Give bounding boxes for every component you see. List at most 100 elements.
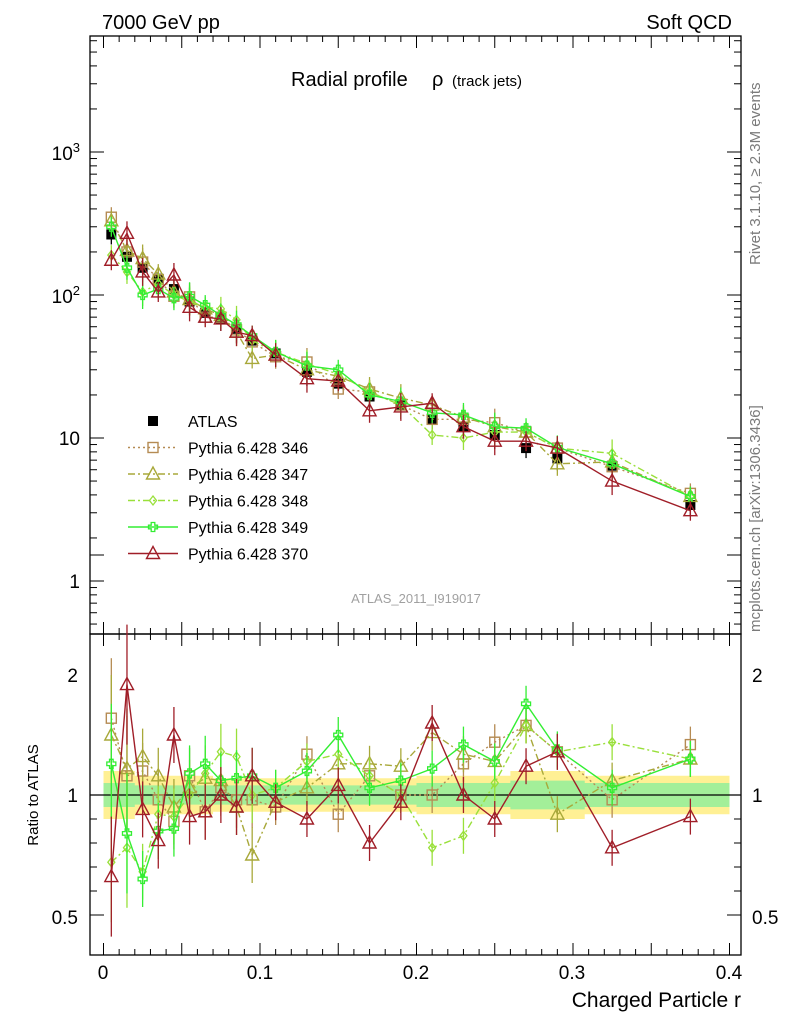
ratio-point — [364, 782, 375, 793]
data-point — [137, 289, 148, 301]
legend-marker — [145, 465, 161, 480]
data-point — [685, 491, 696, 502]
ratio-point — [228, 798, 245, 813]
analysis-label: ATLAS_2011_I919017 — [351, 591, 481, 606]
legend-label: ATLAS — [188, 414, 238, 431]
data-point — [455, 418, 472, 433]
data-point — [168, 293, 180, 304]
ratio-point — [682, 808, 699, 823]
ratio-line — [110, 702, 691, 882]
ratio-point — [299, 810, 315, 825]
ratio-point — [270, 782, 281, 793]
data-point — [244, 327, 260, 342]
ratio-point — [426, 763, 438, 774]
data-point — [606, 458, 618, 469]
ratio-point — [489, 756, 500, 767]
ratio-point — [106, 758, 117, 769]
legend-label: Pythia 6.428 349 — [188, 520, 308, 537]
data-point — [549, 439, 566, 454]
ratio-tick-2: 2 — [67, 666, 78, 687]
legend-label: Pythia 6.428 348 — [188, 494, 308, 511]
ratio-series-layer — [103, 624, 699, 937]
ratio-point — [134, 800, 151, 816]
ratio-point — [333, 729, 344, 741]
data-point — [244, 349, 260, 365]
data-point — [150, 283, 166, 298]
ratio-point — [137, 873, 148, 885]
ratio-point — [395, 775, 407, 786]
ratio-point — [606, 782, 618, 793]
ratio-point — [459, 830, 468, 842]
ratio-point — [166, 726, 182, 741]
ratio-point — [393, 793, 409, 808]
main-plot: Radial profile ρ (track jets) ATLAS_2011… — [52, 35, 742, 635]
x-tick-0.3: 0.3 — [559, 963, 585, 984]
legend-marker — [148, 416, 158, 426]
ratio-point — [197, 803, 213, 818]
ratio-y-label: Ratio to ATLAS — [25, 744, 42, 845]
ratio-tick-1-right: 1 — [752, 786, 763, 807]
legend: ATLAS Pythia 6.428 346 Pythia 6.428 347 Pyt… — [128, 414, 308, 564]
ratio-point — [490, 777, 500, 789]
series-line-4 — [110, 226, 691, 498]
legend-label: Pythia 6.428 347 — [188, 467, 308, 484]
main-y-ticks — [90, 36, 741, 634]
ratio-point — [150, 832, 166, 847]
x-tick-0.4: 0.4 — [716, 963, 743, 984]
legend-entry-2: Pythia 6.428 347 — [128, 465, 308, 484]
data-point — [228, 323, 245, 338]
main-subtitle: (track jets) — [452, 73, 522, 90]
main-title-symbol: ρ — [432, 69, 443, 91]
ratio-point — [455, 786, 472, 801]
ratio-line — [110, 724, 691, 857]
ratio-point — [521, 719, 531, 731]
data-point — [458, 409, 469, 421]
ratio-point — [549, 805, 566, 820]
ratio-point — [487, 810, 503, 825]
ratio-point — [301, 765, 313, 777]
legend-entry-4: Pythia 6.428 349 — [128, 520, 308, 537]
ratio-point — [333, 748, 343, 760]
ratio-point — [244, 846, 260, 861]
ratio-tick-0.5: 0.5 — [52, 908, 78, 929]
ratio-point — [458, 739, 469, 750]
y-tick-label-1: 1 — [69, 572, 80, 593]
ratio-point — [150, 767, 166, 782]
side-label-top: Rivet 3.1.10, ≥ 2.3M events — [747, 83, 764, 266]
data-point — [459, 432, 468, 444]
ratio-point — [330, 776, 346, 792]
legend-label: Pythia 6.428 370 — [188, 547, 308, 564]
legend-entry-5: Pythia 6.428 370 — [128, 545, 308, 564]
data-point — [487, 432, 503, 447]
x-tick-0.2: 0.2 — [403, 963, 429, 984]
data-point — [119, 241, 135, 257]
data-point — [299, 370, 315, 385]
main-frame — [89, 35, 742, 635]
series-5 — [103, 221, 699, 521]
data-point — [103, 251, 120, 266]
legend-marker — [147, 441, 159, 454]
series-1 — [105, 207, 697, 504]
data-point — [424, 394, 440, 409]
ratio-point — [361, 834, 378, 849]
ratio-point — [299, 779, 315, 794]
data-point — [520, 423, 532, 434]
ratio-point — [181, 808, 198, 823]
legend-label: Pythia 6.428 346 — [188, 441, 308, 458]
main-title: Radial profile — [291, 69, 408, 91]
ratio-point — [518, 757, 534, 772]
data-point — [267, 346, 284, 361]
y-tick-label-10: 10 — [59, 429, 80, 450]
data-point — [518, 432, 534, 447]
legend-entry-0: ATLAS — [148, 414, 238, 431]
main-y-tick-labels: 1 10 102 103 — [52, 140, 80, 593]
data-point — [134, 263, 151, 278]
data-point — [426, 407, 438, 418]
data-point — [166, 266, 182, 281]
ratio-tick-2-right: 2 — [752, 666, 763, 687]
ratio-point — [134, 748, 151, 763]
side-label-bottom: mcplots.cern.ch [arXiv:1306.3436] — [747, 405, 764, 632]
legend-entry-1: Pythia 6.428 346 — [128, 441, 308, 458]
data-point — [489, 421, 500, 432]
ratio-tick-1: 1 — [67, 786, 78, 807]
